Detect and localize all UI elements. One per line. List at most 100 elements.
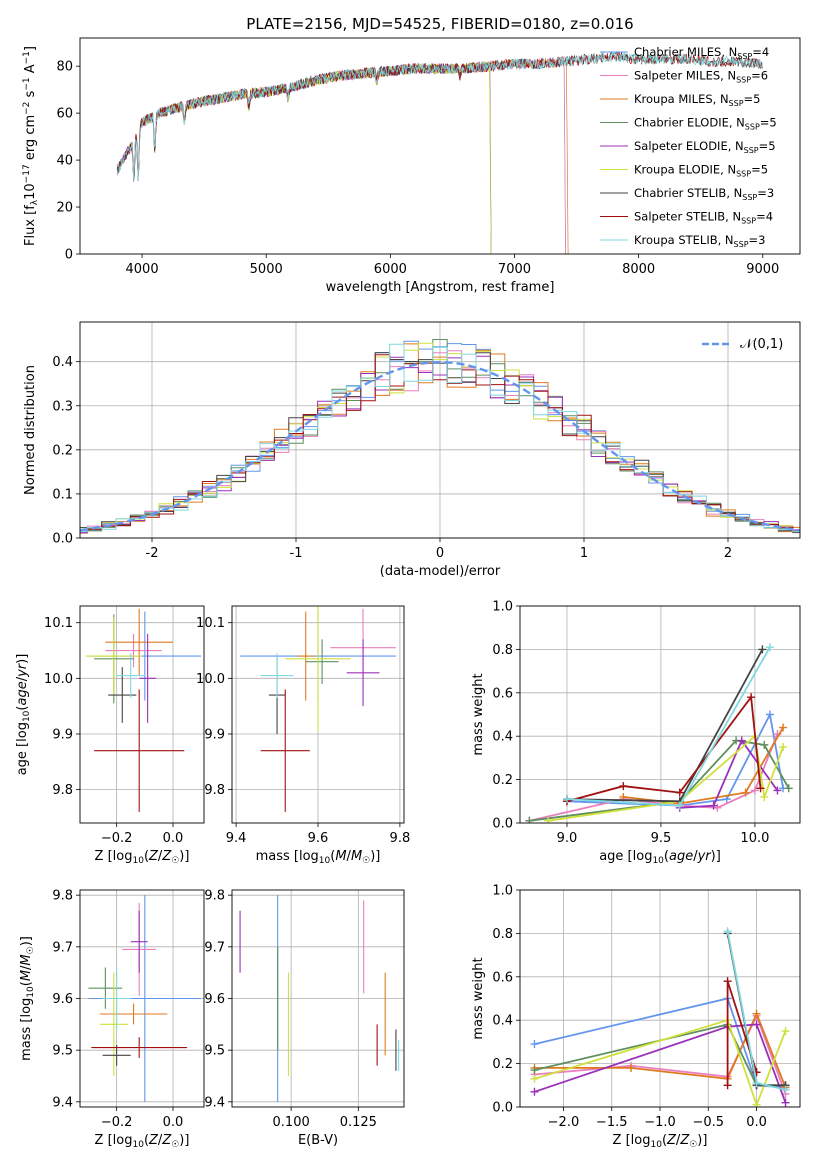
x-tick-label: 9.6 (308, 831, 329, 846)
weight-marker (752, 1020, 761, 1029)
data-point (105, 608, 173, 676)
weight-marker (530, 1040, 539, 1049)
y-tick-label: 10.1 (44, 616, 73, 631)
normal-curve (80, 360, 800, 532)
spectrum-line (116, 62, 492, 254)
legend-label: 𝒩(0,1) (740, 337, 783, 352)
y-tick-label: 60 (56, 107, 73, 122)
data-point (346, 639, 380, 707)
y-tick-label: 0.8 (492, 643, 513, 658)
y-tick-label: 1.0 (492, 884, 513, 899)
weight-marker (750, 786, 759, 795)
plot-area (116, 51, 763, 254)
weight-marker (627, 1063, 636, 1072)
weight-marker (747, 693, 756, 702)
y-tick-label: 9.8 (52, 783, 73, 798)
y-tick-label: 0.6 (492, 970, 513, 985)
axes-frame (519, 889, 801, 1108)
data-point (139, 633, 157, 723)
weight-marker (723, 1081, 732, 1090)
plot-area (525, 643, 793, 823)
y-axis-label: age [log10(age/yr)] (15, 654, 32, 776)
y-tick-label: 10.1 (196, 616, 225, 631)
data-point (91, 1037, 188, 1058)
x-tick-label: 9000 (746, 262, 779, 277)
data-point (116, 653, 145, 698)
x-axis-label: (data-model)/error (380, 564, 501, 579)
weight-marker (773, 786, 782, 795)
legend-label: Kroupa MILES, NSSP=5 (634, 92, 760, 108)
weight-marker (709, 801, 718, 810)
spectrum-line (117, 51, 763, 181)
x-tick-label: 9.0 (557, 831, 578, 846)
legend-label: Kroupa STELIB, NSSP=3 (634, 233, 765, 249)
spectrum-line (129, 60, 492, 254)
axes-frame (231, 605, 405, 824)
data-point (99, 1003, 168, 1025)
y-tick-label: 9.9 (52, 727, 73, 742)
plot-area (85, 608, 202, 812)
data-point (305, 639, 339, 684)
y-tick-label: 10.0 (196, 672, 225, 687)
weight-marker (784, 784, 793, 793)
x-tick-label: 0.0 (163, 831, 184, 846)
legend-label: Chabrier ELODIE, NSSP=5 (634, 116, 777, 132)
weight-marker (779, 723, 788, 732)
y-axis-label: mass [log10(M/M☉)] (19, 936, 36, 1061)
y-tick-label: 1.0 (492, 600, 513, 615)
weight-marker (530, 1074, 539, 1083)
x-tick-label: 7000 (498, 262, 531, 277)
x-tick-label: -1 (290, 546, 303, 561)
plot-area (88, 895, 202, 1102)
x-tick-label: -2 (146, 546, 159, 561)
y-tick-label: 9.8 (204, 889, 225, 904)
spectrum-line (116, 56, 566, 254)
data-point (108, 667, 137, 723)
weight-marker (758, 645, 767, 654)
axes-frame (231, 889, 405, 1108)
x-tick-label: −0.5 (692, 1115, 724, 1130)
weight-marker (525, 816, 534, 823)
x-axis-label: age [log10(age/yr)] (599, 849, 721, 866)
axes-frame (79, 605, 205, 824)
weight-marker (765, 643, 774, 652)
histogram-step (80, 343, 800, 534)
y-tick-label: 0 (65, 248, 73, 263)
plot-area (240, 606, 396, 812)
y-tick-label: 9.8 (204, 783, 225, 798)
spectrum-line (116, 61, 492, 254)
data-point (260, 653, 294, 698)
weight-line (534, 1019, 787, 1107)
weight-marker (752, 1009, 761, 1018)
x-axis-label: wavelength [Angstrom, rest frame] (326, 280, 555, 295)
spectrum-line (116, 56, 569, 254)
axes-frame (79, 889, 205, 1108)
spectrum-line (116, 56, 566, 254)
y-tick-label: 9.4 (52, 1095, 73, 1110)
y-tick-label: 0.8 (492, 927, 513, 942)
x-tick-label: 4000 (126, 262, 159, 277)
axes-frame (79, 37, 801, 255)
x-tick-label: 0 (436, 546, 444, 561)
weight-marker (781, 1085, 790, 1094)
weight-marker (530, 1087, 539, 1096)
x-tick-label: −2.0 (548, 1115, 580, 1130)
legend-label: Salpeter MILES, NSSP=6 (634, 69, 768, 85)
y-tick-label: 9.8 (52, 889, 73, 904)
y-tick-label: 0.0 (492, 1101, 513, 1116)
axes-frame (519, 605, 801, 824)
y-axis-label: Normed distribution (23, 365, 38, 495)
weight-marker (723, 927, 732, 936)
legend-label: Chabrier MILES, NSSP=4 (634, 45, 769, 61)
weight-marker (741, 788, 750, 797)
legend-label: Salpeter STELIB, NSSP=4 (634, 210, 773, 226)
axes-frame (79, 321, 801, 539)
legend-label: Salpeter ELODIE, NSSP=5 (634, 139, 776, 155)
plot-area (239, 895, 400, 1102)
x-tick-label: −0.2 (101, 1115, 133, 1130)
legend-label: Kroupa ELODIE, NSSP=5 (634, 163, 768, 179)
weight-marker (756, 784, 765, 793)
weight-marker (760, 740, 769, 749)
weight-marker (752, 1100, 761, 1107)
